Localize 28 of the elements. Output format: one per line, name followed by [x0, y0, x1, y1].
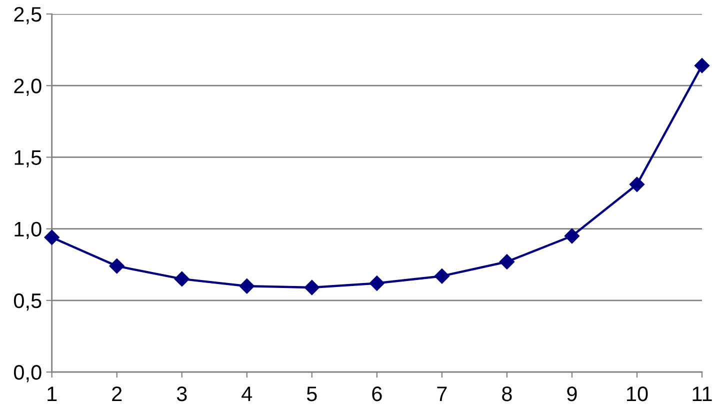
point: [499, 254, 515, 270]
point: [174, 271, 190, 287]
point: [109, 258, 124, 274]
point: [694, 58, 710, 74]
x-tick-label: 10: [626, 386, 648, 402]
x-tick-label: 5: [306, 386, 317, 402]
point: [369, 276, 384, 291]
point: [564, 228, 580, 244]
y-tick-label: 1,0: [14, 222, 42, 240]
point: [629, 176, 645, 192]
point: [44, 230, 60, 245]
x-tick-label: 4: [242, 386, 252, 402]
x-tick-label: 11: [692, 386, 712, 402]
y-tick-label: 0,0: [14, 365, 42, 382]
y-tick-label: 2,5: [14, 7, 42, 24]
x-tick-label: 2: [112, 386, 122, 402]
x-tick-label: 3: [176, 386, 187, 402]
x-tick-label: 6: [372, 386, 382, 402]
y-tick-label: 0,5: [14, 293, 42, 311]
point: [304, 280, 320, 296]
x-tick-label: 9: [567, 386, 577, 402]
x-tick-label: 7: [437, 386, 447, 402]
x-tick-label: 1: [48, 386, 57, 402]
x-tick-label: 8: [502, 386, 512, 402]
y-tick-label: 1,5: [14, 150, 42, 168]
point: [239, 278, 254, 294]
y-tick-label: 2,0: [14, 78, 42, 96]
point: [434, 268, 450, 284]
